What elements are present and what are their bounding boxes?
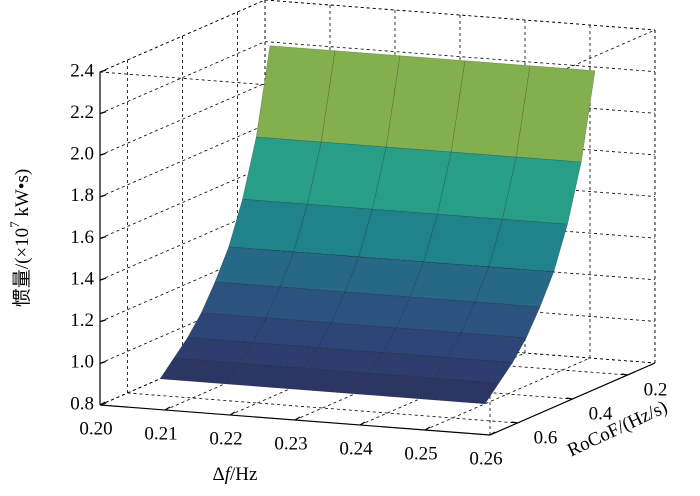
z-label-part: 7: [7, 221, 22, 228]
axes: 0.20 0.21 0.22 0.23 0.24 0.25 0.26 0.2 0.4 0.6 0.8…: [70, 60, 667, 469]
surface-patch: [265, 286, 346, 324]
surface-patch: [488, 218, 568, 273]
x-tick: [359, 421, 366, 426]
z-tick: [99, 360, 107, 364]
y-tick: [621, 373, 628, 376]
surface-patch: [372, 146, 452, 215]
surface-patch: [279, 251, 360, 293]
z-tick-label: 1.8: [70, 185, 94, 206]
z-tick-label: 2.4: [70, 60, 94, 81]
x-tick: [424, 426, 431, 431]
surface-patch: [437, 151, 517, 220]
x-tick-label: 0.25: [404, 443, 437, 464]
y-tick: [511, 421, 518, 424]
x-tick: [229, 411, 236, 416]
y-tick: [566, 397, 573, 400]
x-axis-label: Δf/Hz: [213, 464, 258, 485]
z-label-part: kW•s): [12, 169, 33, 222]
surface-patch: [423, 213, 503, 268]
grid-line: [264, 124, 656, 156]
x-tick-label: 0.22: [209, 428, 242, 449]
grid-line: [99, 41, 266, 114]
z-tick-label: 0.8: [70, 393, 94, 414]
grid-line: [99, 166, 266, 239]
grid-line: [264, 166, 656, 197]
z-tick: [99, 194, 107, 198]
surface: [159, 45, 596, 405]
z-tick: [99, 69, 107, 73]
grid-line: [264, 207, 656, 239]
x-tick: [294, 416, 301, 421]
grid-line: [237, 344, 628, 376]
surface-patch: [330, 291, 411, 329]
surface-patch: [358, 208, 438, 263]
x-tick-label: 0.23: [274, 433, 307, 454]
grid-line: [264, 290, 656, 322]
grid-line: [99, 124, 266, 198]
surface-patch: [409, 261, 490, 303]
surface-patch: [307, 141, 387, 210]
y-tick-label: 0.6: [534, 427, 558, 448]
z-axis-label: 惯量/(×107 kW•s): [7, 169, 33, 307]
x-tick-label: 0.21: [144, 423, 177, 444]
z-tick-label: 1.6: [70, 227, 94, 248]
surface-patch: [460, 301, 541, 339]
surface-patch: [515, 65, 596, 163]
grid-line: [264, 249, 656, 281]
x-label-part: f: [225, 464, 233, 485]
surface-patch: [502, 156, 582, 225]
grid-line: [127, 392, 518, 424]
z-tick: [99, 319, 107, 323]
surface-patch: [447, 332, 527, 363]
z-tick: [99, 235, 107, 240]
z-tick-label: 2.2: [70, 102, 94, 123]
x-tick-label: 0.20: [79, 418, 112, 439]
surface-patch: [242, 136, 322, 205]
z-tick-label: 2.0: [70, 144, 94, 165]
surface-patch: [200, 281, 281, 319]
y-tick-label: 0.4: [589, 403, 613, 424]
surface-patch: [228, 198, 308, 253]
z-tick-label: 1.0: [70, 352, 94, 373]
grid-line: [99, 82, 266, 156]
y-tick-label: 0.2: [644, 379, 668, 400]
surface-patch: [382, 327, 462, 358]
surface-patch: [419, 378, 500, 405]
z-tick: [99, 152, 107, 156]
grid-line: [182, 368, 573, 400]
surface-patch: [214, 246, 295, 288]
z-tick: [99, 402, 107, 406]
z-label-part: 惯量/(×10: [11, 228, 33, 307]
x-tick: [489, 431, 496, 436]
surface-patch: [252, 317, 332, 348]
z-tick: [99, 111, 107, 115]
x-tick-label: 0.24: [339, 438, 373, 459]
z-tick-label: 1.2: [70, 310, 94, 331]
x-label-part: Δ: [213, 464, 225, 485]
surface-patch: [474, 266, 555, 308]
surface-patch: [187, 312, 267, 343]
y-axis-label: RoCoF/(Hz/s): [564, 397, 670, 462]
grid-line: [264, 41, 656, 73]
surface-patch: [344, 256, 425, 298]
surface-patch: [293, 203, 373, 258]
z-tick-label: 1.4: [70, 268, 94, 289]
surface-patch: [395, 296, 476, 334]
x-tick-label: 0.26: [469, 448, 502, 469]
grid-line: [264, 82, 656, 114]
surface-patch: [317, 322, 397, 353]
z-tick: [99, 277, 107, 281]
x-tick: [164, 406, 171, 411]
x-label-part: /Hz: [230, 464, 257, 485]
